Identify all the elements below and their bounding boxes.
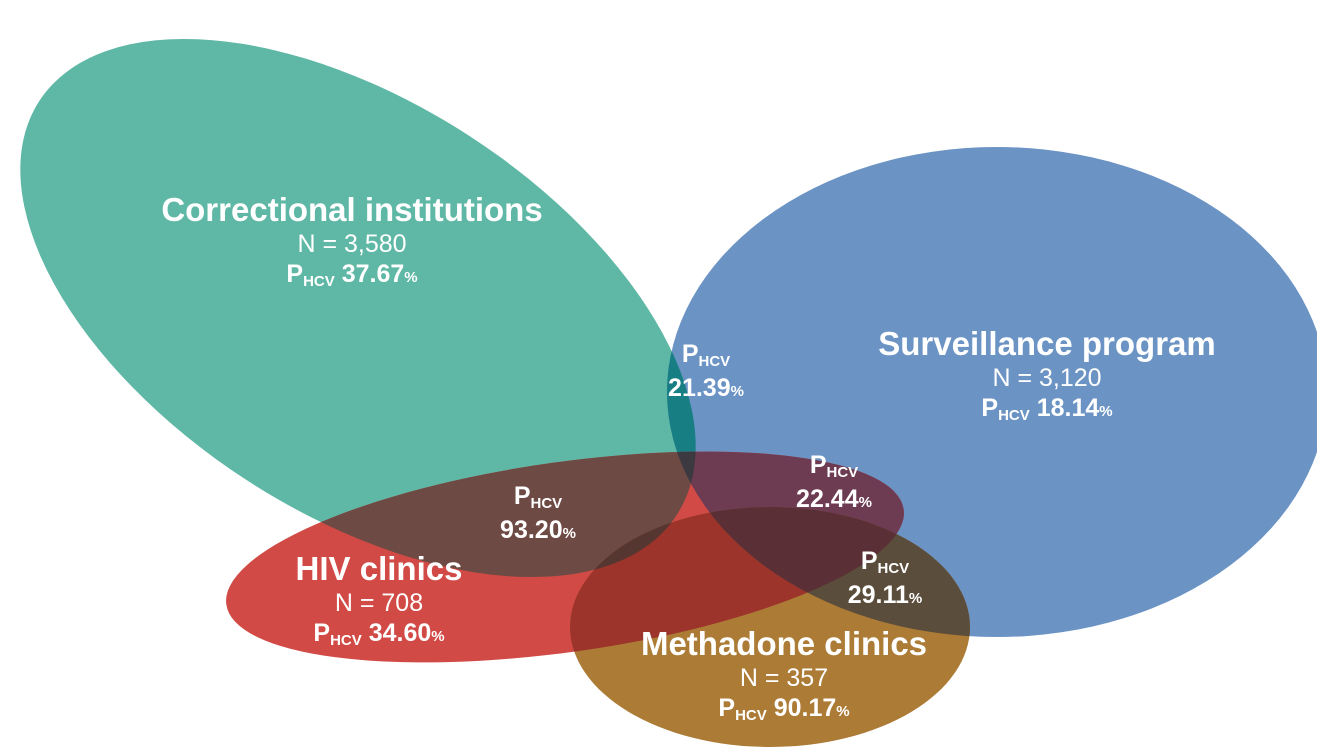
methadone-label: Methadone clinics N = 357 PHCV 90.17% (641, 625, 927, 726)
correctional-institutions-set (20, 38, 696, 578)
correctional-label: Correctional institutions N = 3,580 PHCV… (161, 191, 542, 292)
surveillance-n: N = 3,120 (992, 363, 1102, 392)
surveillance-label: Surveillance program N = 3,120 PHCV 18.1… (878, 325, 1215, 426)
methadone-name: Methadone clinics (640, 625, 928, 662)
overlap-surveillance-hiv-label: PHCV 22.44% (796, 451, 872, 513)
hiv-prevalence: PHCV 34.60% (313, 619, 445, 650)
overlap-correctional-surveillance-label: PHCV 21.39% (668, 340, 744, 402)
overlap-surveillance-methadone-label: PHCV 29.11% (847, 547, 923, 609)
overlap-hiv-methadone (570, 507, 904, 663)
hiv-label: HIV clinics N = 708 PHCV 34.60% (296, 550, 463, 651)
correctional-prevalence: PHCV 37.67% (286, 260, 418, 291)
surveillance-prevalence: PHCV 18.14% (981, 394, 1113, 425)
methadone-prevalence: PHCV 90.17% (718, 694, 850, 725)
surveillance-name: Surveillance program (878, 325, 1216, 362)
correctional-name: Correctional institutions (161, 191, 543, 228)
correctional-n: N = 3,580 (297, 229, 407, 258)
hiv-n: N = 708 (334, 588, 424, 617)
hiv-name: HIV clinics (295, 550, 463, 587)
overlap-correctional-hiv-label: PHCV 93.20% (500, 482, 576, 544)
overlap-surveillance-hiv-methadone (667, 507, 917, 637)
methadone-n: N = 357 (739, 663, 829, 692)
